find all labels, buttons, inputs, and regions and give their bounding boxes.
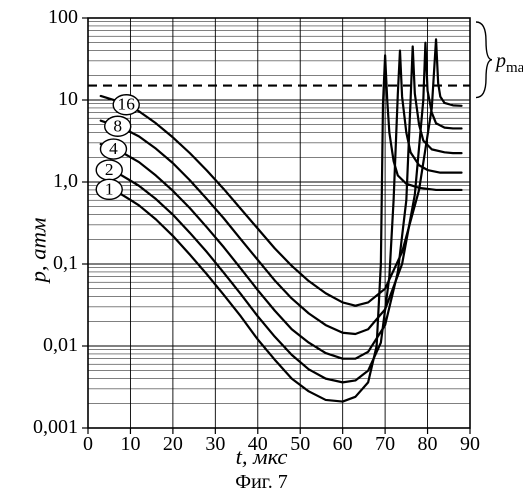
- y-tick-label: 10: [58, 88, 78, 110]
- curve-label: 8: [105, 116, 131, 136]
- svg-text:2: 2: [105, 160, 114, 179]
- svg-text:16: 16: [118, 95, 136, 114]
- curve-label: 2: [96, 160, 122, 180]
- curves: [101, 39, 462, 401]
- y-tick-label: 100: [48, 6, 78, 28]
- pmax-label: pmax: [496, 50, 523, 77]
- curve-label: 1: [96, 179, 122, 199]
- plot-border: [88, 18, 470, 428]
- figure: 01020304050607080900,0010,010,11,0101001…: [0, 0, 523, 500]
- pmax-brace: [476, 22, 492, 98]
- svg-text:4: 4: [109, 139, 118, 158]
- svg-text:1: 1: [105, 179, 114, 198]
- grid: [88, 18, 470, 428]
- x-axis-label: t, мкс: [0, 444, 523, 470]
- y-tick-label: 0,001: [33, 416, 78, 438]
- y-tick-label: 1,0: [53, 170, 78, 192]
- svg-text:8: 8: [113, 116, 122, 135]
- curve-label: 16: [113, 95, 139, 115]
- series-4: [101, 46, 462, 358]
- y-tick-label: 0,1: [53, 252, 78, 274]
- chart-svg: 01020304050607080900,0010,010,11,0101001…: [0, 0, 523, 500]
- curve-label: 4: [100, 139, 126, 159]
- figure-caption: Фиг. 7: [0, 471, 523, 494]
- y-axis-label: p, атм: [25, 218, 51, 283]
- y-tick-label: 0,01: [43, 334, 78, 356]
